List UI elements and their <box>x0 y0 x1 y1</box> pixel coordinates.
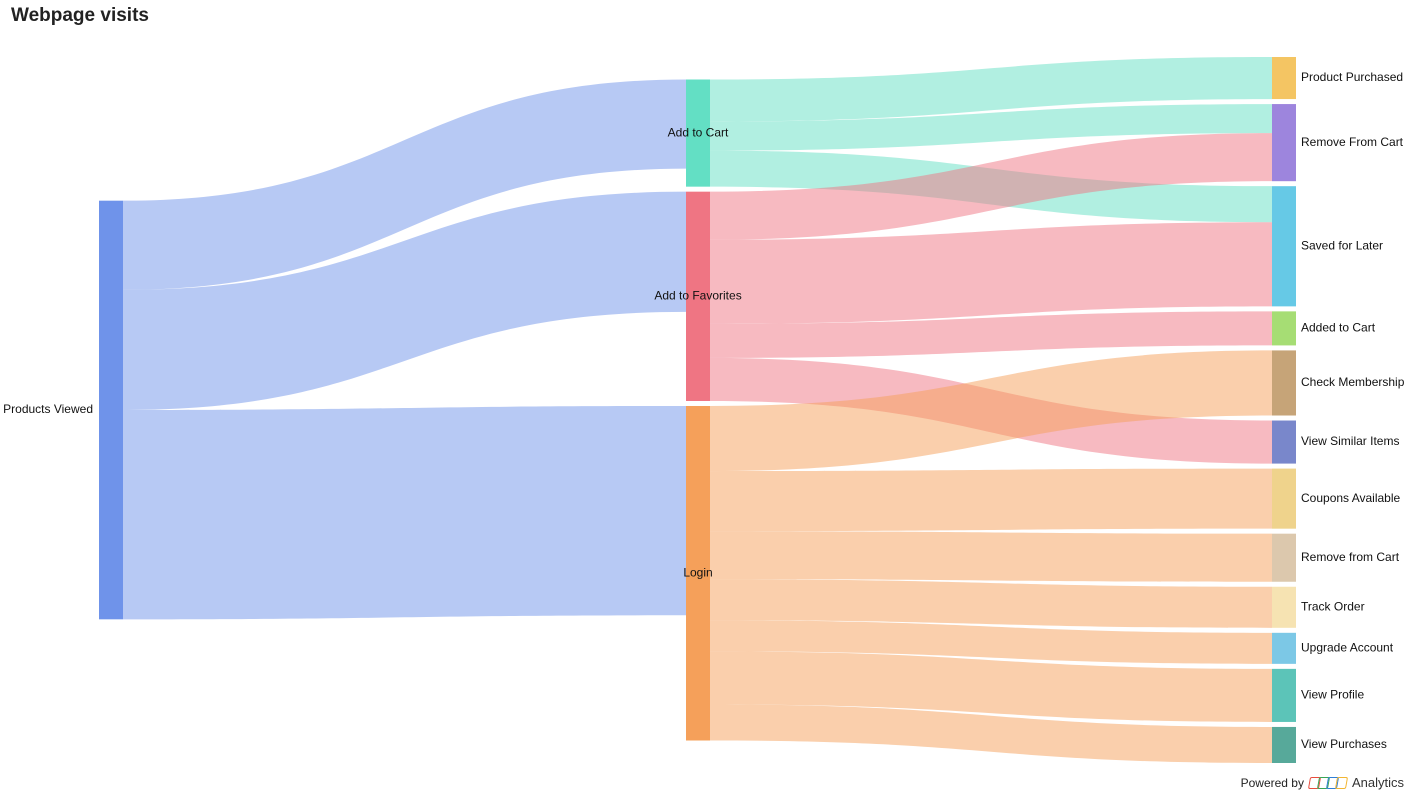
sankey-node-label-atc: Add to Cart <box>668 125 729 139</box>
sankey-node-atc[interactable] <box>686 79 710 187</box>
sankey-node-ua[interactable] <box>1272 632 1296 664</box>
labels-layer: Products Viewed Add to Cart Add to Favorit… <box>3 70 1405 751</box>
sankey-node-adc[interactable] <box>1272 311 1296 346</box>
sankey-node-label-rfc: Remove From Cart <box>1301 135 1404 149</box>
sankey-node-label-ua: Upgrade Account <box>1301 641 1394 655</box>
brand-logo-icon <box>1307 776 1349 790</box>
sankey-link-pv-login[interactable] <box>123 405 686 620</box>
sankey-node-label-to: Track Order <box>1301 599 1365 613</box>
sankey-node-login[interactable] <box>686 405 710 741</box>
sankey-node-vsi[interactable] <box>1272 420 1296 464</box>
sankey-node-label-rfc2: Remove from Cart <box>1301 550 1400 564</box>
sankey-node-cm[interactable] <box>1272 350 1296 416</box>
sankey-link-atc-rfc[interactable] <box>710 104 1272 151</box>
sankey-node-vp[interactable] <box>1272 668 1296 722</box>
sankey-link-login-ua[interactable] <box>710 620 1272 664</box>
sankey-node-label-vsi: View Similar Items <box>1301 434 1399 448</box>
sankey-link-atc-pp[interactable] <box>710 57 1272 122</box>
sankey-node-ca[interactable] <box>1272 468 1296 529</box>
sankey-node-label-vpu: View Purchases <box>1301 737 1387 751</box>
sankey-link-login-cm[interactable] <box>710 350 1272 472</box>
sankey-link-login-vpu[interactable] <box>710 704 1272 763</box>
sankey-node-rfc2[interactable] <box>1272 533 1296 582</box>
sankey-node-pp[interactable] <box>1272 57 1296 100</box>
links-layer <box>123 57 1272 763</box>
sankey-node-label-adc: Added to Cart <box>1301 321 1376 335</box>
sankey-link-login-rfc2[interactable] <box>710 531 1272 582</box>
sankey-link-pv-atc[interactable] <box>123 79 686 290</box>
footer: Powered by Analytics <box>1241 775 1404 790</box>
sankey-link-pv-atf[interactable] <box>123 191 686 410</box>
nodes-layer <box>99 57 1296 763</box>
sankey-node-rfc[interactable] <box>1272 104 1296 182</box>
powered-by-text: Powered by <box>1240 775 1304 790</box>
sankey-link-atf-adc[interactable] <box>710 311 1272 358</box>
sankey-node-vpu[interactable] <box>1272 726 1296 763</box>
sankey-node-to[interactable] <box>1272 586 1296 628</box>
sankey-node-label-sfl: Saved for Later <box>1301 238 1383 252</box>
brand-name: Analytics <box>1351 775 1404 790</box>
sankey-node-label-pv: Products Viewed <box>3 402 93 416</box>
sankey-node-label-atf: Add to Favorites <box>654 288 741 302</box>
sankey-node-pv[interactable] <box>99 200 123 620</box>
sankey-link-login-vp[interactable] <box>710 651 1272 722</box>
sankey-link-atf-sfl[interactable] <box>710 222 1272 324</box>
sankey-link-atf-rfc[interactable] <box>710 133 1272 240</box>
sankey-node-label-ca: Coupons Available <box>1301 491 1401 505</box>
sankey-node-sfl[interactable] <box>1272 186 1296 307</box>
chart-title: Webpage visits <box>11 5 149 26</box>
sankey-link-login-to[interactable] <box>710 579 1272 628</box>
sankey-link-login-ca[interactable] <box>710 468 1272 532</box>
sankey-node-label-cm: Check Membership <box>1301 375 1405 389</box>
sankey-node-label-login: Login <box>683 565 712 579</box>
sankey-node-label-vp: View Profile <box>1301 688 1364 702</box>
sankey-node-atf[interactable] <box>686 191 710 401</box>
sankey-node-label-pp: Product Purchased <box>1301 70 1403 84</box>
